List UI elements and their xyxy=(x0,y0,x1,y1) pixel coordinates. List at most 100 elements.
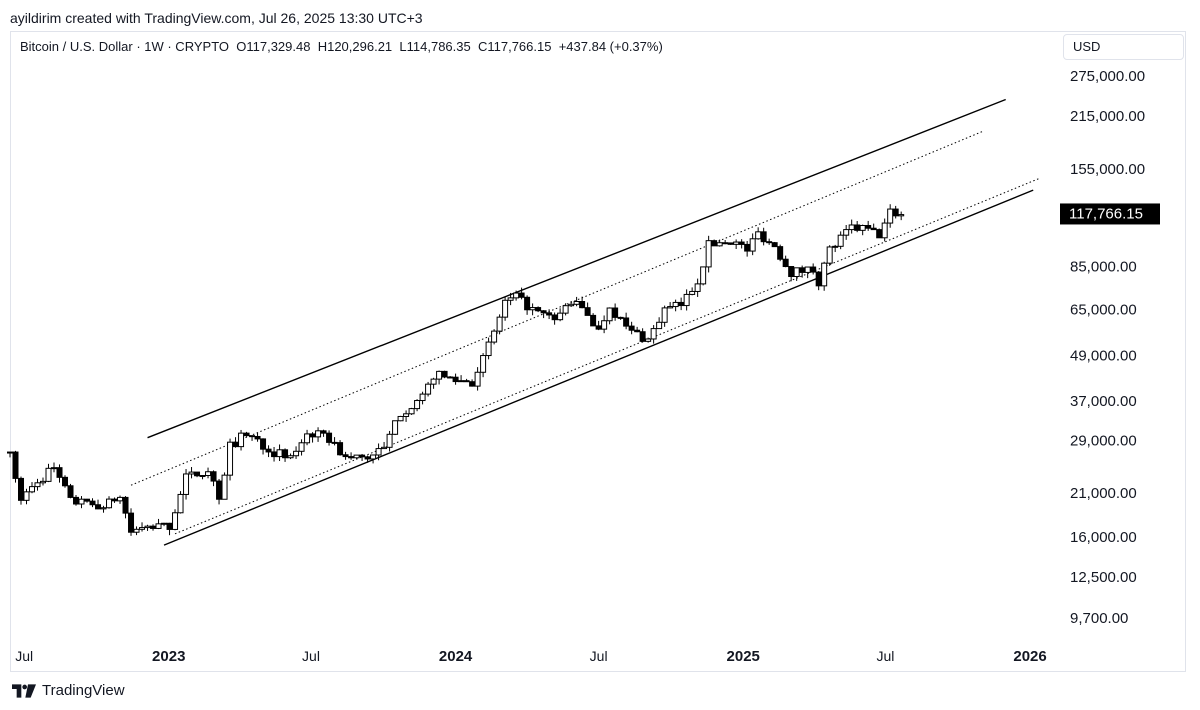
candle xyxy=(524,295,531,315)
candle xyxy=(617,316,624,320)
candle-body xyxy=(260,438,267,450)
candle xyxy=(238,429,245,451)
candle xyxy=(485,337,492,360)
candle xyxy=(870,223,877,231)
candle xyxy=(408,407,415,415)
candle xyxy=(788,266,795,282)
candle xyxy=(865,220,872,231)
price-tick-label: 12,500.00 xyxy=(1070,569,1137,586)
candle-body xyxy=(276,449,283,458)
candle xyxy=(898,211,905,221)
candle-body xyxy=(122,496,129,514)
candle xyxy=(810,263,817,275)
trendline-dotted-1[interactable] xyxy=(130,130,984,486)
price-tick-label: 65,000.00 xyxy=(1070,302,1137,319)
candle xyxy=(452,373,459,385)
candle-body xyxy=(518,292,525,298)
candle-body xyxy=(436,370,443,380)
candle-body xyxy=(172,512,179,530)
candle xyxy=(551,312,558,325)
trendline-solid-3[interactable] xyxy=(163,189,1034,546)
candle xyxy=(606,307,613,325)
candle-body xyxy=(678,301,685,307)
candle xyxy=(95,499,102,510)
candle-body xyxy=(133,528,140,533)
candle-body xyxy=(771,242,778,248)
candle xyxy=(612,303,619,321)
candle-body xyxy=(232,441,239,448)
candle xyxy=(133,526,140,536)
candle-body xyxy=(221,474,228,500)
time-tick-label: Jul xyxy=(877,648,895,664)
candle-body xyxy=(304,433,311,444)
candle-body xyxy=(177,493,184,514)
candle xyxy=(727,242,734,245)
candle xyxy=(100,505,107,513)
candle-body xyxy=(447,376,454,379)
candle-body xyxy=(243,432,250,437)
candle-body xyxy=(452,376,459,383)
candle-body xyxy=(238,432,245,448)
candle xyxy=(601,315,608,334)
candle xyxy=(150,524,157,531)
candle-body xyxy=(73,496,80,505)
time-tick-label: 2023 xyxy=(152,648,185,665)
candle xyxy=(51,462,58,473)
candle-body xyxy=(480,355,487,373)
candle xyxy=(447,376,454,379)
candle xyxy=(645,337,652,343)
trendline-solid-0[interactable] xyxy=(147,98,1006,439)
candle xyxy=(287,453,294,460)
candle xyxy=(491,329,498,345)
candle xyxy=(480,353,487,378)
candle xyxy=(254,432,261,442)
candle-body xyxy=(205,471,212,477)
candle xyxy=(348,452,355,460)
candle-body xyxy=(117,496,124,502)
candle-body xyxy=(56,467,63,478)
candle xyxy=(243,431,250,437)
candle-body xyxy=(584,307,591,316)
candle-body xyxy=(106,498,113,509)
candle xyxy=(397,415,404,422)
candle-body xyxy=(612,307,619,318)
trendline-dotted-2[interactable] xyxy=(174,178,1039,535)
price-axis[interactable]: 275,000.00 215,000.00 155,000.00 85,000.00 6… xyxy=(1070,68,1145,627)
candle-body xyxy=(788,266,795,278)
candle xyxy=(639,328,646,343)
candle-body xyxy=(810,266,817,273)
candle xyxy=(199,475,206,480)
tradingview-brand[interactable]: TradingView xyxy=(12,682,125,699)
candle-body xyxy=(337,442,344,456)
candle-body xyxy=(249,435,256,438)
currency-button[interactable]: USD xyxy=(1063,34,1184,60)
current-price-marker: 117,766.15 xyxy=(1060,203,1160,225)
candle xyxy=(106,496,113,509)
candle-body xyxy=(749,238,756,252)
candle-body xyxy=(254,435,261,440)
candle-body xyxy=(23,491,30,501)
candle xyxy=(232,437,239,448)
candle-body xyxy=(271,451,278,458)
candle-body xyxy=(7,451,13,454)
candle xyxy=(249,435,256,441)
candle xyxy=(832,244,839,253)
candle xyxy=(331,437,338,446)
candle xyxy=(859,224,866,236)
candle-body xyxy=(491,330,498,343)
candle-body xyxy=(513,292,520,299)
candle-body xyxy=(826,246,833,264)
candle xyxy=(623,312,630,330)
candle xyxy=(45,463,52,483)
price-tick-label: 215,000.00 xyxy=(1070,108,1145,125)
candle-body xyxy=(67,485,74,498)
candle xyxy=(139,522,146,532)
symbol-legend: Bitcoin / U.S. Dollar · 1W · CRYPTO O117… xyxy=(20,39,663,54)
candle-body xyxy=(282,449,289,459)
legend-symbol[interactable]: Bitcoin / U.S. Dollar · 1W · CRYPTO xyxy=(20,39,230,54)
candle-body xyxy=(12,451,19,479)
time-axis[interactable]: Jul 2023 Jul 2024 Jul 2025 Jul 2026 xyxy=(15,648,1047,665)
candle xyxy=(568,300,575,308)
candle xyxy=(546,309,553,320)
